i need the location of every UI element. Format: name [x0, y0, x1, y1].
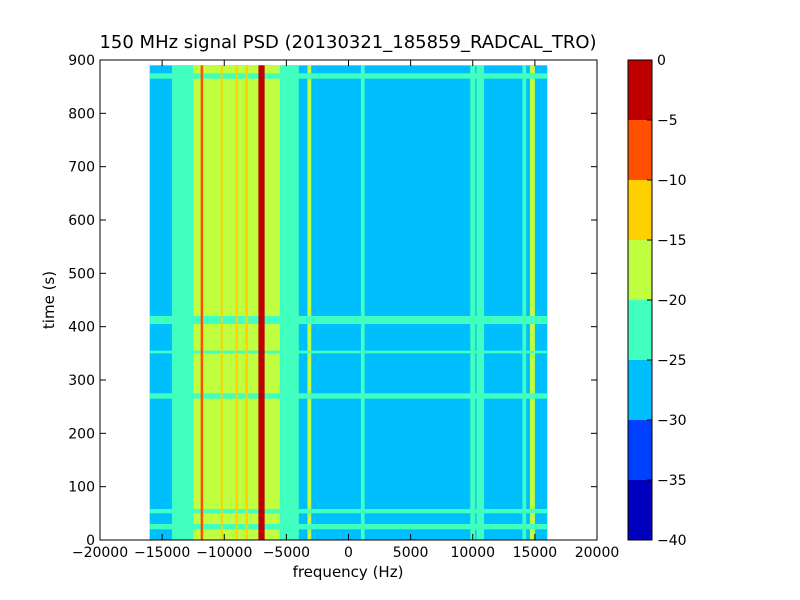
carrier-line	[245, 65, 248, 540]
x-tick-label: −15000	[134, 545, 190, 561]
y-tick-label: 700	[68, 160, 95, 176]
x-tick-label: 0	[344, 545, 353, 561]
y-tick-label: 200	[68, 426, 95, 442]
horizontal-band	[149, 524, 548, 530]
vertical-band	[172, 65, 194, 540]
x-tick-label: −5000	[263, 545, 310, 561]
colorbar-tick-label: −30	[657, 413, 687, 429]
y-tick-label: 500	[68, 266, 95, 282]
plot-area: −20000 −15000 −10000 −5000 0 5000 10000 15000 20…	[68, 53, 619, 561]
carrier-line	[235, 65, 238, 540]
colorbar-bin	[628, 360, 652, 420]
carrier-line	[258, 65, 265, 540]
x-tick-label: 20000	[575, 545, 620, 561]
colorbar-ticks: 0 −5 −10 −15 −20 −25 −30 −35 −40	[647, 53, 687, 549]
y-tick-label: 600	[68, 213, 95, 229]
horizontal-band	[149, 509, 548, 514]
carrier-line	[200, 65, 204, 540]
vertical-band	[529, 65, 535, 540]
carrier-line	[220, 65, 223, 540]
colorbar-tick-label: −40	[657, 533, 687, 549]
vertical-band	[470, 65, 476, 540]
x-tick-label: 15000	[513, 545, 558, 561]
colorbar-tick-label: −35	[657, 473, 687, 489]
y-axis: 0 100 200 300 400 500 600 700 800 900	[68, 53, 597, 549]
y-tick-label: 800	[68, 106, 95, 122]
y-tick-label: 900	[68, 53, 95, 69]
colorbar-bin	[628, 240, 652, 300]
colorbar-bin	[628, 180, 652, 240]
colorbar-tick-label: −10	[657, 173, 687, 189]
colorbar-bin	[628, 300, 652, 360]
colorbar-bin	[628, 480, 652, 540]
colorbar-bin	[628, 120, 652, 180]
x-tick-label: −10000	[196, 545, 252, 561]
vertical-band	[280, 65, 299, 540]
x-axis: −20000 −15000 −10000 −5000 0 5000 10000 15000 20…	[72, 60, 619, 561]
horizontal-band	[149, 350, 548, 354]
chart-title: 150 MHz signal PSD (20130321_185859_RADC…	[99, 32, 596, 53]
vertical-band	[522, 65, 527, 540]
x-tick-label: 5000	[393, 545, 429, 561]
y-tick-label: 100	[68, 480, 95, 496]
horizontal-band	[149, 316, 548, 324]
colorbar-tick-label: −5	[657, 113, 678, 129]
colorbar-bins	[628, 60, 652, 540]
horizontal-band	[149, 393, 548, 399]
y-axis-label: time (s)	[40, 271, 58, 329]
x-tick-label: 10000	[450, 545, 495, 561]
psd-heatmap	[149, 65, 548, 540]
x-axis-label: frequency (Hz)	[293, 563, 404, 581]
colorbar-tick-label: 0	[657, 53, 666, 69]
vertical-band	[307, 65, 312, 540]
colorbar-tick-label: −25	[657, 353, 687, 369]
colorbar-tick-label: −15	[657, 233, 687, 249]
vertical-band	[476, 65, 484, 540]
y-tick-label: 400	[68, 320, 95, 336]
y-tick-label: 0	[86, 533, 95, 549]
vertical-band	[360, 65, 365, 540]
x-tick-label: −20000	[72, 545, 128, 561]
colorbar: 0 −5 −10 −15 −20 −25 −30 −35 −40	[627, 53, 687, 549]
colorbar-bin	[628, 420, 652, 480]
colorbar-bin	[628, 60, 652, 120]
y-tick-label: 300	[68, 373, 95, 389]
colorbar-tick-label: −20	[657, 293, 687, 309]
horizontal-band	[149, 73, 548, 79]
